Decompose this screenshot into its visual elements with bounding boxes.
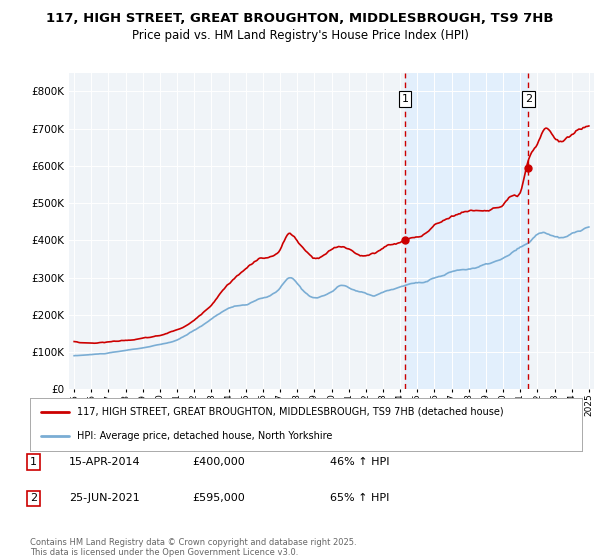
- Text: 46% ↑ HPI: 46% ↑ HPI: [330, 457, 389, 467]
- Text: 2: 2: [30, 493, 37, 503]
- Text: 2: 2: [525, 94, 532, 104]
- Text: 117, HIGH STREET, GREAT BROUGHTON, MIDDLESBROUGH, TS9 7HB: 117, HIGH STREET, GREAT BROUGHTON, MIDDL…: [46, 12, 554, 25]
- Text: Contains HM Land Registry data © Crown copyright and database right 2025.
This d: Contains HM Land Registry data © Crown c…: [30, 538, 356, 557]
- Text: 1: 1: [30, 457, 37, 467]
- Text: 25-JUN-2021: 25-JUN-2021: [69, 493, 140, 503]
- Text: 1: 1: [401, 94, 409, 104]
- Bar: [405, 73, 529, 389]
- Text: 65% ↑ HPI: 65% ↑ HPI: [330, 493, 389, 503]
- Text: £595,000: £595,000: [192, 493, 245, 503]
- Text: 117, HIGH STREET, GREAT BROUGHTON, MIDDLESBROUGH, TS9 7HB (detached house): 117, HIGH STREET, GREAT BROUGHTON, MIDDL…: [77, 407, 503, 417]
- Text: 15-APR-2014: 15-APR-2014: [69, 457, 140, 467]
- Text: HPI: Average price, detached house, North Yorkshire: HPI: Average price, detached house, Nort…: [77, 431, 332, 441]
- Text: £400,000: £400,000: [192, 457, 245, 467]
- Text: Price paid vs. HM Land Registry's House Price Index (HPI): Price paid vs. HM Land Registry's House …: [131, 29, 469, 42]
